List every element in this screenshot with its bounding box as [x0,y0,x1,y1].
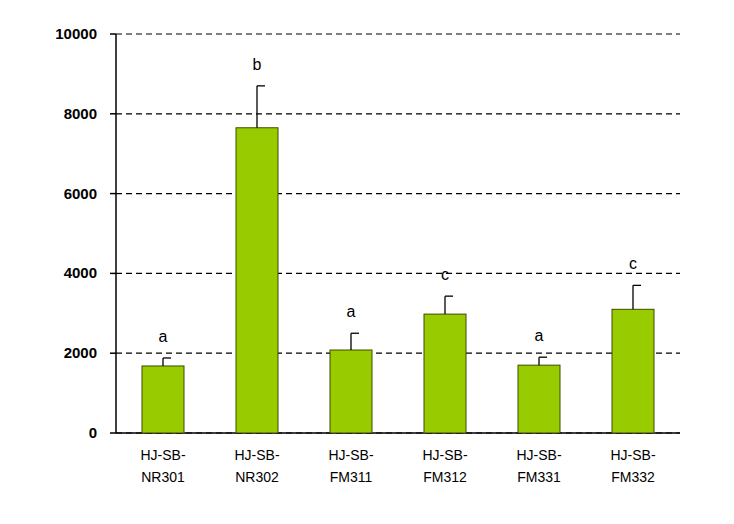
category-label-part: NR301 [141,469,185,485]
grid-line [116,432,680,433]
chart-container: 0200040006000800010000abacacHJ-SB-NR301H… [0,0,734,524]
tick-mark [110,352,116,354]
error-cap [539,357,547,358]
bar [424,314,466,433]
tick-mark [110,432,116,434]
tick-label: 0 [89,424,97,441]
annotation: a [535,327,544,344]
grid-line [116,33,680,34]
tick-label: 6000 [64,185,97,202]
category-label-part: HJ-SB- [140,447,185,463]
annotation: c [441,266,449,283]
category-label: HJ-SB- FM332 [610,447,655,485]
category-label: HJ-SB- FM331 [516,447,561,485]
error-bar [632,285,633,309]
bar [142,366,184,433]
bar [236,128,278,433]
category-label-part: FM312 [423,469,467,485]
category-label-part: FM331 [517,469,561,485]
tick-mark [110,193,116,195]
grid-line [116,113,680,114]
tick-mark [110,273,116,275]
tick-label: 10000 [55,25,97,42]
bars [142,86,654,433]
annotation: b [253,56,262,73]
error-cap [163,357,171,358]
tick-mark [110,113,116,115]
bar [330,350,372,433]
category-label-part: NR302 [235,469,279,485]
grid-line [116,273,680,274]
error-bar [162,358,163,366]
error-bar [350,333,351,350]
error-bar [256,86,257,128]
tick-label: 4000 [64,264,97,281]
tick-label: 2000 [64,344,97,361]
category-label-part: FM311 [330,469,373,485]
category-label-part: HJ-SB- [610,447,655,463]
annotation: a [159,328,168,345]
error-bar [444,296,445,314]
category-label: HJ-SB- FM312 [422,447,467,485]
error-cap [257,85,265,86]
error-bar [538,357,539,365]
annotation: a [347,303,356,320]
error-cap [351,333,359,334]
category-label-part: HJ-SB- [234,447,279,463]
category-label: HJ-SB- FM311 [328,447,373,485]
category-label-part: HJ-SB- [516,447,561,463]
chart-svg: 0200040006000800010000abacacHJ-SB-NR301H… [0,0,734,524]
y-axis [115,34,117,433]
category-label-part: HJ-SB- [328,447,373,463]
error-cap [633,285,641,286]
category-label-part: FM332 [611,469,655,485]
tick-label: 8000 [64,105,97,122]
category-label: HJ-SB- NR301 [140,447,185,485]
error-cap [445,295,453,296]
annotation: c [629,255,637,272]
x-axis [116,432,680,434]
bar [612,309,654,433]
bar [518,365,560,433]
category-label: HJ-SB- NR302 [234,447,279,485]
grid-line [116,353,680,354]
category-label-part: HJ-SB- [422,447,467,463]
grid-line [116,193,680,194]
tick-mark [110,33,116,35]
